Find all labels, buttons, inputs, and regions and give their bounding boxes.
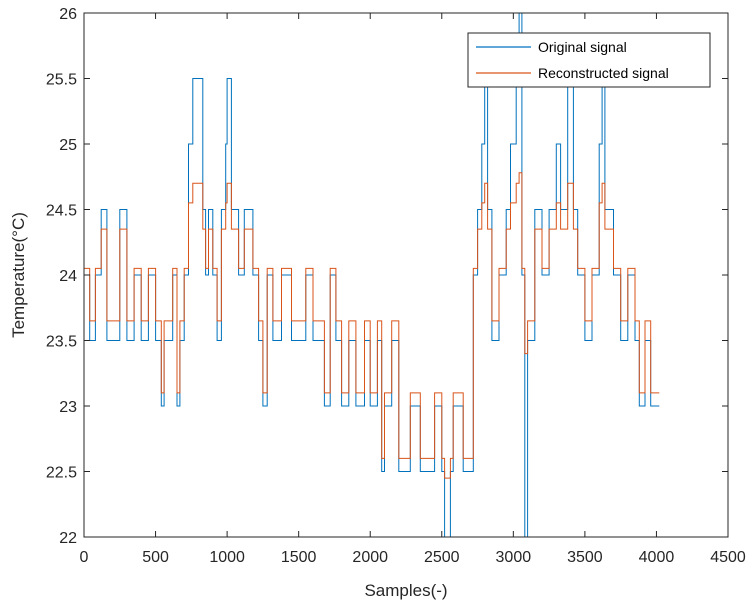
y-axis-title: Temperature(°C) bbox=[9, 212, 28, 338]
y-tick-label: 25 bbox=[59, 137, 77, 154]
y-tick-label: 22 bbox=[59, 530, 77, 547]
x-tick-label: 1000 bbox=[209, 549, 245, 566]
x-tick-label: 0 bbox=[80, 549, 89, 566]
legend-label-reconstructed: Reconstructed signal bbox=[538, 65, 669, 81]
legend-label-original: Original signal bbox=[538, 39, 627, 55]
x-axis-title: Samples(-) bbox=[364, 581, 447, 600]
x-tick-label: 3500 bbox=[567, 549, 603, 566]
series-layer bbox=[84, 12, 660, 538]
x-tick-label: 1500 bbox=[281, 549, 317, 566]
y-tick-label: 24.5 bbox=[46, 203, 77, 220]
y-tick-label: 22.5 bbox=[46, 465, 77, 482]
x-tick-label: 3000 bbox=[496, 549, 532, 566]
y-tick-label: 23 bbox=[59, 399, 77, 416]
x-tick-label: 4000 bbox=[639, 549, 675, 566]
legend-box bbox=[467, 32, 711, 88]
x-tick-label: 2000 bbox=[352, 549, 388, 566]
y-tick-label: 23.5 bbox=[46, 334, 77, 351]
tick-layer: 0 500 1000 1500 2000 2500 3000 3500 4000 4500 22 22… bbox=[46, 6, 746, 566]
x-tick-label: 2500 bbox=[424, 549, 460, 566]
legend: Original signal Reconstructed signal bbox=[467, 32, 711, 88]
y-tick-label: 25.5 bbox=[46, 72, 77, 89]
y-tick-label: 26 bbox=[59, 6, 77, 23]
x-tick-label: 4500 bbox=[710, 549, 746, 566]
x-tick-label: 500 bbox=[142, 549, 169, 566]
y-tick-label: 24 bbox=[59, 268, 77, 285]
series-line-reconstructed bbox=[84, 172, 660, 479]
